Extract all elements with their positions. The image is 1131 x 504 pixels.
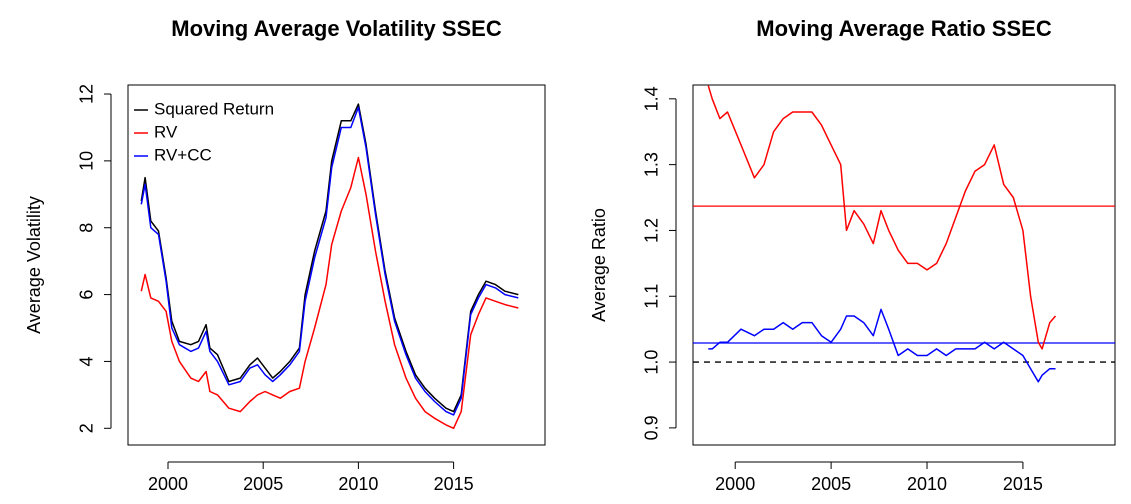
y-tick-label: 1.1	[642, 284, 662, 309]
y-axis-label: Average Ratio	[589, 208, 609, 322]
y-tick-label: 4	[77, 356, 97, 366]
series-line	[140, 106, 519, 416]
legend-label: Squared Return	[154, 99, 274, 118]
x-tick-label: 2010	[907, 474, 947, 494]
y-tick-label: 6	[77, 290, 97, 300]
x-tick-label: 2000	[148, 474, 188, 494]
y-tick-label: 8	[77, 223, 97, 233]
x-tick-label: 2010	[338, 474, 378, 494]
y-tick-label: 1.0	[642, 350, 662, 375]
x-tick-label: 2015	[1003, 474, 1043, 494]
series-line	[708, 308, 1056, 383]
y-tick-label: 1.4	[642, 86, 662, 111]
series-line	[707, 85, 1057, 350]
y-tick-label: 12	[77, 84, 97, 104]
series-line	[140, 156, 519, 430]
chart-title: Moving Average Ratio SSEC	[756, 16, 1052, 41]
x-tick-label: 2000	[715, 474, 755, 494]
x-tick-label: 2005	[243, 474, 283, 494]
plot-box	[692, 84, 1116, 446]
y-tick-label: 1.3	[642, 152, 662, 177]
chart-title: Moving Average Volatility SSEC	[171, 16, 502, 41]
series-line	[140, 103, 519, 413]
x-tick-label: 2005	[811, 474, 851, 494]
legend-label: RV	[154, 122, 178, 141]
plot-box	[127, 84, 546, 446]
y-tick-label: 0.9	[642, 415, 662, 440]
y-axis-label: Average Volatility	[24, 196, 44, 334]
y-tick-label: 10	[77, 151, 97, 171]
y-tick-label: 2	[77, 423, 97, 433]
legend-label: RV+CC	[154, 145, 212, 164]
y-tick-label: 1.2	[642, 218, 662, 243]
x-tick-label: 2015	[434, 474, 474, 494]
